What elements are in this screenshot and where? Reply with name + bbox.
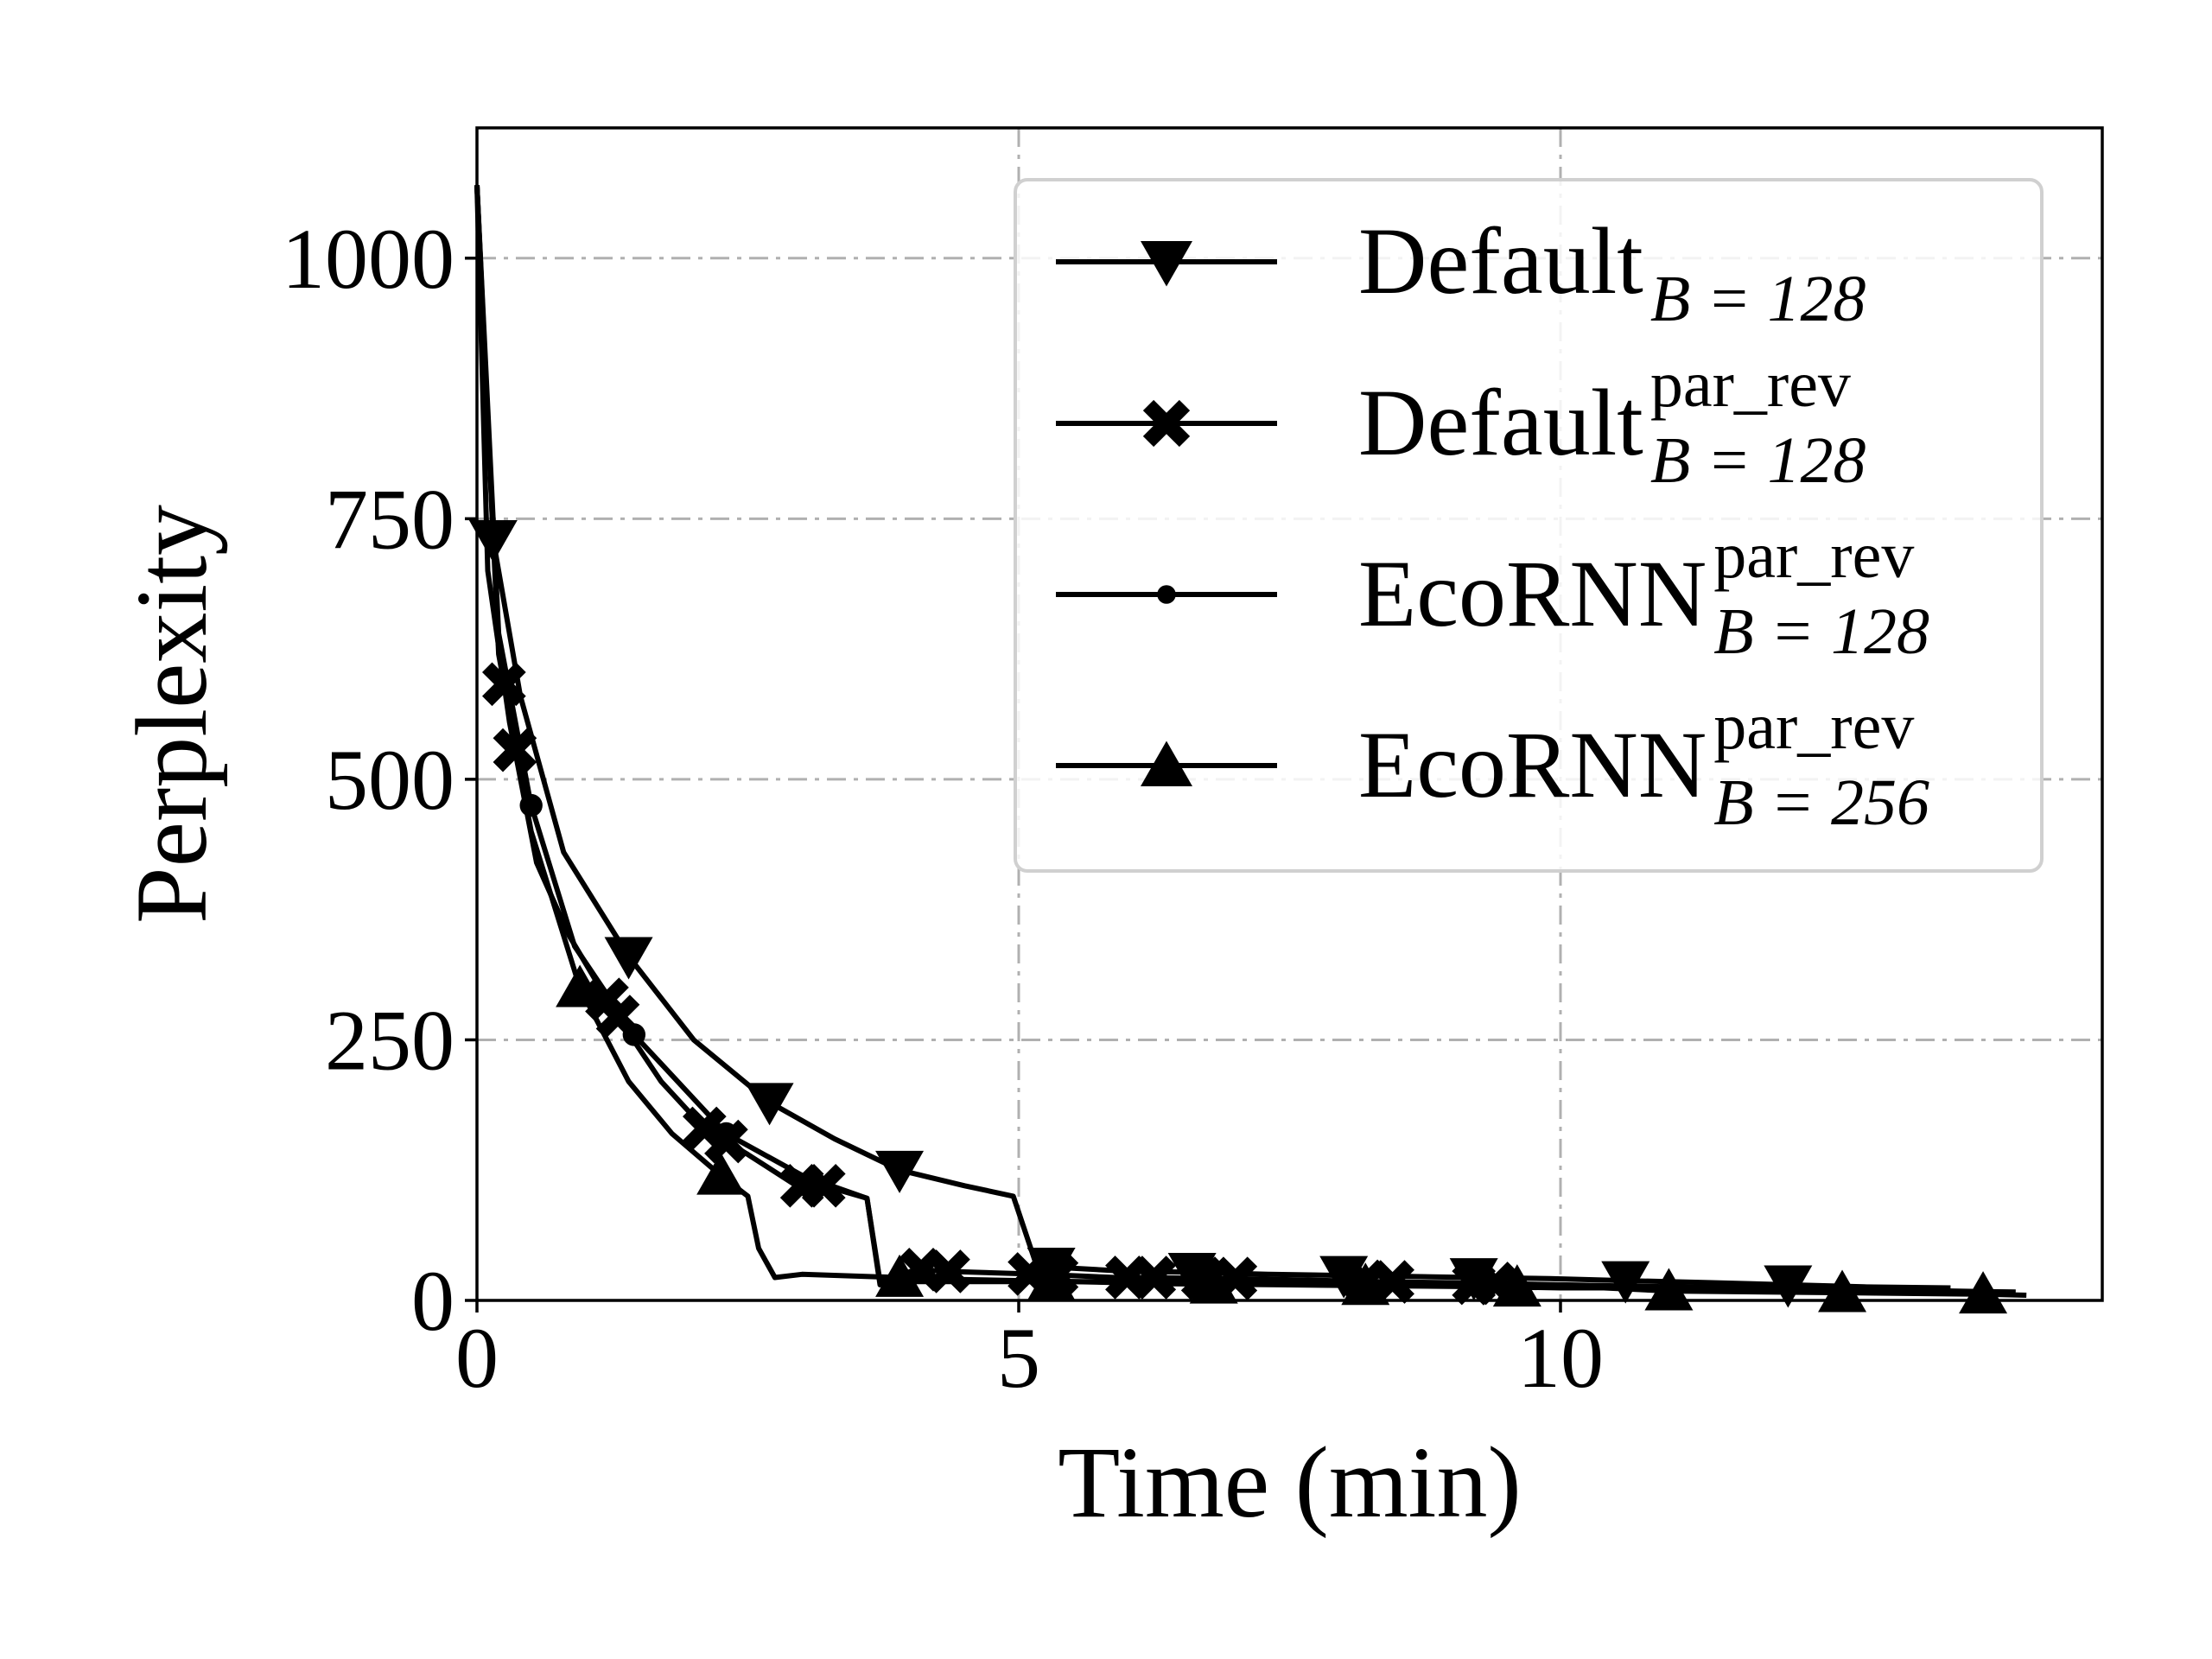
x-marker-stroke [595,995,640,1039]
series-1-marker [604,937,653,980]
x-marker-stroke [682,1106,727,1151]
y-tick-label: 1000 [282,211,454,307]
legend-subscript: B = 256 [1713,766,1929,839]
legend-label: Default [1358,208,1643,314]
legend-box [1014,178,2044,873]
legend-label: EcoRNN [1358,541,1707,646]
series-3-marker [622,1023,646,1046]
x-axis-label: Time (min) [1058,1426,1522,1539]
series-1-marker [875,1150,925,1193]
series-4-marker [1492,1264,1541,1307]
legend-subscript: B = 128 [1713,595,1929,668]
series-4-marker [696,1152,746,1195]
y-tick-label: 500 [325,732,454,828]
legend-marker [1141,241,1192,287]
series-4-marker [1189,1261,1238,1304]
series-3-marker [715,1122,738,1146]
legend-label: Default [1358,370,1643,475]
x-tick-label: 5 [997,1310,1040,1406]
y-tick-label: 750 [325,471,454,567]
series-4-marker [875,1254,925,1297]
x-marker-stroke [1142,399,1191,448]
legend-superscript: par_rev [1713,519,1914,592]
axis-ticks: 0 5 10 0 250 500 750 1000 [282,211,1604,1406]
series-4-marker [1341,1262,1390,1306]
series-1-marker [1601,1261,1650,1304]
x-marker-stroke [1132,1255,1177,1300]
legend-label: EcoRNN [1358,712,1707,817]
series-4-marker [1027,1258,1076,1301]
legend-subscript: B = 128 [1650,263,1866,335]
legend-subscript: B = 128 [1650,424,1866,497]
legend-marker [1142,399,1191,448]
series-4-marker [1959,1271,2008,1314]
legend-marker [1141,741,1192,786]
plot-frame [475,126,2104,1302]
series-layer [468,185,2027,1314]
y-tick-label: 250 [325,992,454,1088]
legend-superscript: par_rev [1713,690,1914,763]
series-2-marker [1132,1255,1177,1300]
series-4-marker [556,964,605,1007]
series-1-marker [745,1083,794,1126]
legend-marker [1157,585,1176,604]
y-axis-label: Perplexity [115,505,228,924]
legend-superscript: par_rev [1650,348,1851,421]
y-tick-label: 0 [411,1253,454,1349]
x-tick-label: 0 [455,1310,499,1406]
x-tick-label: 10 [1517,1310,1604,1406]
legend-entry-1: Default B = 128 [1056,208,1866,335]
